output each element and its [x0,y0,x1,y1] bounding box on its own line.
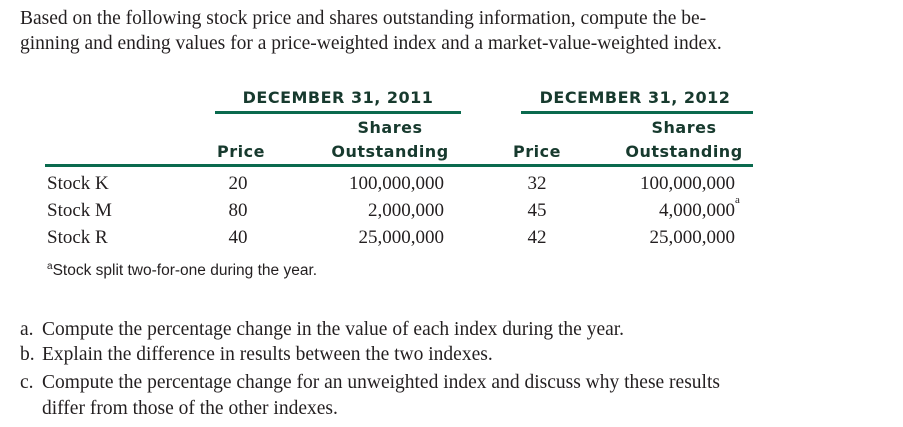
question-text: Explain the difference in results betwee… [42,344,493,365]
shares-2012: 4,000,000 a [659,194,740,222]
question-b: b. Explain the difference in results betw… [20,342,493,367]
shares-2012: 25,000,000 [649,227,736,248]
price-2012: 42 [527,227,547,248]
period-rule-2011 [215,111,461,114]
shares-value: 4,000,000 [659,200,735,221]
question-letter: c. [20,372,34,393]
intro-line-1: Based on the following stock price and s… [20,8,707,29]
question-text: Compute the percentage change in the val… [42,319,625,340]
table-footnote: aStock split two-for-one during the year… [47,262,317,280]
col-shares-2012-line2: Outstanding [625,142,743,161]
shares-2011: 100,000,000 [349,173,444,194]
intro-line-2: ginning and ending values for a price-we… [20,33,722,54]
shares-2011: 25,000,000 [358,227,445,248]
col-shares-2012-line1: Shares [651,118,717,137]
price-2011: 40 [228,227,248,248]
shares-2012: 100,000,000 [640,173,735,194]
question-a: a. Compute the percentage change in the v… [20,317,624,342]
footnote-text: Stock split two-for-one during the year. [52,262,318,279]
price-2011: 20 [228,173,248,194]
price-2012: 32 [527,173,547,194]
price-2011: 80 [228,200,248,221]
row-label: Stock M [47,200,112,221]
question-c-continued: differ from those of the other indexes. [42,398,338,419]
col-price-2012: Price [513,142,561,161]
shares-2011: 2,000,000 [368,200,444,221]
col-price-2011: Price [217,142,265,161]
question-letter: a. [20,319,34,340]
question-letter: b. [20,344,35,365]
row-label: Stock R [47,227,108,248]
footnote-mark: a [47,261,53,272]
period-rule-2012 [521,111,753,114]
question-c: c. Compute the percentage change for an u… [20,370,720,395]
price-2012: 45 [527,200,547,221]
col-shares-2011-line2: Outstanding [331,142,449,161]
header-rule [45,164,753,167]
period-header-2012: DECEMBER 31, 2012 [539,88,731,107]
period-header-2011: DECEMBER 31, 2011 [242,88,434,107]
col-shares-2011-line1: Shares [357,118,423,137]
question-text: Compute the percentage change for an unw… [42,372,720,393]
row-label: Stock K [47,173,109,194]
